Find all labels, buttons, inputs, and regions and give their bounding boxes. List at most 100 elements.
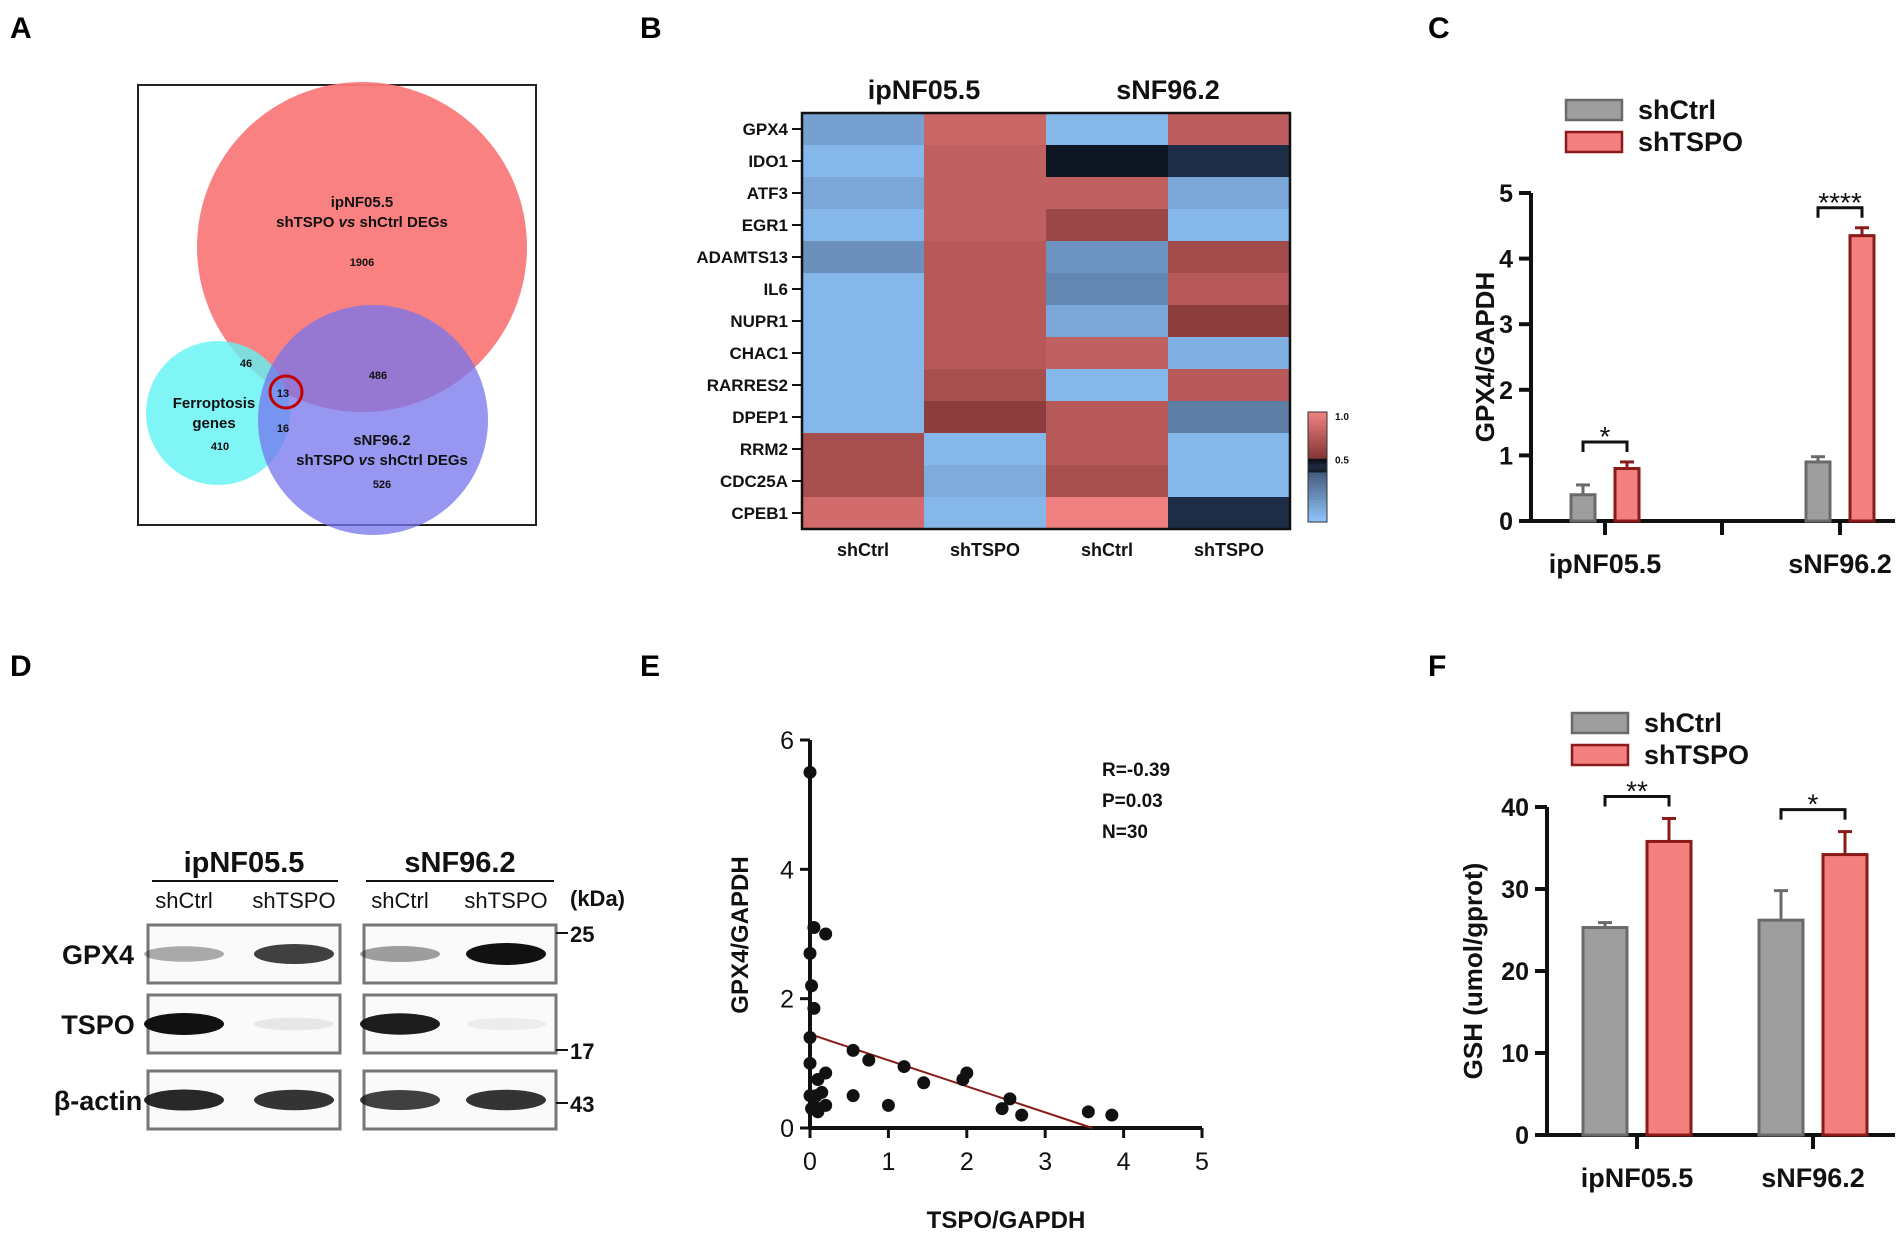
venn-count-overlap-ipnf05-ferroptosis: 46 <box>240 358 252 370</box>
colorbar-segment <box>1308 511 1327 515</box>
heatmap-cell <box>1046 113 1169 146</box>
x-tick-label: 2 <box>960 1148 974 1176</box>
colorbar-segment <box>1308 439 1327 443</box>
bar-shctrl-snf96.2 <box>1804 460 1832 523</box>
colorbar-segment <box>1308 423 1327 427</box>
blot-marker-label: 25 <box>570 922 594 947</box>
venn-label-snf96-name: sNF96.2 <box>353 432 411 449</box>
heatmap-cell <box>924 465 1047 498</box>
venn-count-overlap-ferroptosis-snf96: 16 <box>277 423 289 435</box>
blot-group-label: ipNF05.5 <box>184 847 305 879</box>
heatmap-row-label: ADAMTS13 <box>696 248 788 267</box>
y-tick-label: 2 <box>780 986 794 1014</box>
heatmap-cell <box>1168 465 1291 498</box>
scatter-point <box>846 1043 860 1057</box>
scatter-point <box>803 946 817 960</box>
venn-circle-ferroptosis <box>146 341 290 485</box>
colorbar-segment <box>1308 508 1327 512</box>
panel-letter-e: E <box>640 650 660 683</box>
colorbar-segment <box>1308 502 1327 507</box>
venn-circle-snf96 <box>258 305 488 535</box>
x-tick-label: ipNF05.5 <box>1549 549 1662 579</box>
blot-band <box>254 944 334 964</box>
colorbar-segment <box>1308 417 1327 421</box>
heatmap-cell <box>802 369 925 402</box>
x-tick-label: sNF96.2 <box>1761 1163 1865 1193</box>
bar-shtspo-ipnf05.5 <box>1645 839 1693 1137</box>
heatmap-cell <box>1046 497 1169 530</box>
stats-label: P=0.03 <box>1102 791 1163 812</box>
x-tick-label: sNF96.2 <box>1788 549 1892 579</box>
bar-shctrl-ipnf05.5 <box>1569 493 1597 523</box>
blot-marker-label: 17 <box>570 1039 594 1064</box>
heatmap-cell <box>1168 177 1291 210</box>
heatmap-cell <box>924 337 1047 370</box>
blot-band <box>360 946 440 962</box>
significance-bracket <box>1603 794 1671 807</box>
scatter-point <box>807 1001 821 1015</box>
scatter-point <box>1081 1105 1095 1119</box>
heatmap-cell <box>802 337 925 370</box>
heatmap-cell <box>1168 369 1291 402</box>
colorbar-segment <box>1308 480 1327 485</box>
y-tick-label: 4 <box>780 856 794 884</box>
colorbar-segment <box>1308 436 1327 441</box>
heatmap-cell <box>1168 433 1291 466</box>
heatmap-column-label: shTSPO <box>950 540 1020 560</box>
colorbar-tick-label: 1.0 <box>1335 412 1349 423</box>
colorbar-segment <box>1308 453 1327 457</box>
significance-marker: * <box>1600 421 1611 452</box>
scatter-point <box>897 1060 911 1074</box>
blot-band <box>144 1013 224 1035</box>
heatmap-cell <box>924 145 1047 178</box>
panel-a-venn: ipNF05.5 shTSPO vs shCtrl DEGs 1906 Ferropt… <box>137 82 537 535</box>
heatmap-cell <box>1168 273 1291 306</box>
legend-label: shCtrl <box>1638 95 1716 125</box>
colorbar-segment <box>1308 420 1327 424</box>
colorbar-segment <box>1308 461 1327 465</box>
legend-label: shCtrl <box>1644 708 1722 738</box>
heatmap-row-label: CHAC1 <box>729 344 788 363</box>
blot-band <box>466 1017 546 1031</box>
blot-row-label: TSPO <box>61 1010 135 1040</box>
scatter-point <box>1015 1108 1029 1122</box>
y-tick-label: 40 <box>1501 794 1529 822</box>
heatmap-cell <box>1046 177 1169 210</box>
y-tick-label: 5 <box>1499 180 1513 208</box>
heatmap-row-label: DPEP1 <box>732 408 788 427</box>
scatter-point <box>803 765 817 779</box>
blot-lane-label: shCtrl <box>371 888 428 913</box>
heatmap-cell <box>1046 337 1169 370</box>
scatter-point <box>917 1076 931 1090</box>
heatmap-row-label: RRM2 <box>740 440 788 459</box>
blot-kda-label: (kDa) <box>570 886 625 911</box>
colorbar-segment <box>1308 442 1327 446</box>
scatter-point <box>811 1105 825 1119</box>
heatmap-cell <box>802 273 925 306</box>
heatmap-row-label: GPX4 <box>743 120 789 139</box>
legend-swatch-shtspo <box>1564 130 1624 154</box>
heatmap-cell <box>802 145 925 178</box>
heatmap-cell <box>802 433 925 466</box>
colorbar-segment <box>1308 475 1327 479</box>
heatmap-column-label: shCtrl <box>837 540 889 560</box>
venn-label-ipnf05-comparison: shTSPO vs shCtrl DEGs <box>276 214 448 231</box>
blot-band <box>360 1090 440 1110</box>
panel-letter-a: A <box>10 12 32 45</box>
colorbar-segment <box>1308 431 1327 435</box>
venn-label-ferroptosis-1: Ferroptosis <box>173 395 256 412</box>
heatmap-cell <box>802 177 925 210</box>
panel-d-western-blot: ipNF05.5 sNF96.2 shCtrl shTSPO shCtrl shTSPO (… <box>54 847 625 1131</box>
y-tick-label: 0 <box>1515 1122 1529 1150</box>
scatter-point <box>1105 1108 1119 1122</box>
legend-swatch-shctrl <box>1564 98 1624 122</box>
heatmap-cell <box>1046 465 1169 498</box>
heatmap-cell <box>1168 145 1291 178</box>
heatmap-cell <box>802 497 925 530</box>
bar-shctrl-ipnf05.5 <box>1581 926 1629 1137</box>
y-tick-label: 6 <box>780 727 794 755</box>
scatter-point <box>862 1053 876 1067</box>
y-axis-title: GPX4/GAPDH <box>727 856 754 1013</box>
